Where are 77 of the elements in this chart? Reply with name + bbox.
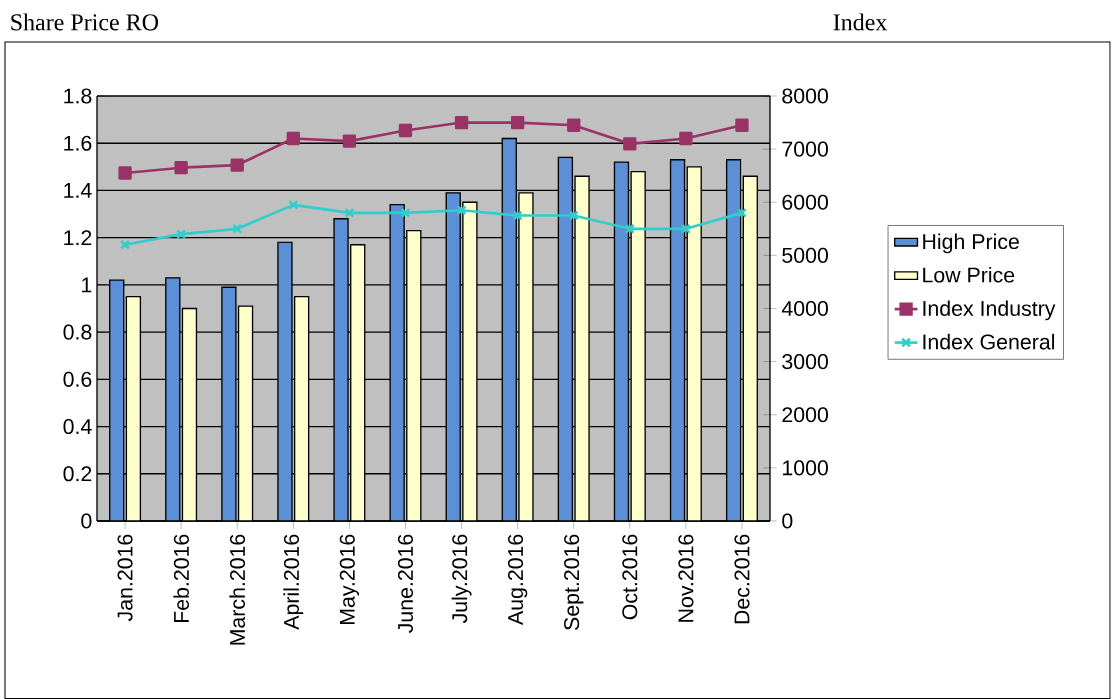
legend-label: Index Industry xyxy=(923,300,1056,321)
bar xyxy=(686,166,702,521)
bar xyxy=(613,161,630,521)
bar xyxy=(109,279,125,521)
legend-label: High Price xyxy=(923,233,1019,254)
point xyxy=(680,223,691,234)
x-tick-label: Oct.2016 xyxy=(622,534,638,620)
y2-axis-title: Index xyxy=(833,13,888,31)
point xyxy=(344,207,355,218)
point xyxy=(176,229,187,240)
y-tick-label: 1.6 xyxy=(64,135,92,151)
y-tick-label: 1 xyxy=(82,277,92,293)
x-tick-label: Aug.2016 xyxy=(507,534,528,625)
point xyxy=(398,123,413,138)
point xyxy=(623,137,637,151)
bar xyxy=(125,296,142,521)
bar xyxy=(350,244,366,521)
x-tick-label: Jan.2016 xyxy=(117,534,133,622)
y2-tick-label: 2000 xyxy=(782,407,828,423)
x-tick-label: Feb.2016 xyxy=(173,534,189,623)
legend-label: Low Price xyxy=(923,266,1015,283)
point xyxy=(230,158,244,172)
point xyxy=(456,205,467,216)
bar xyxy=(725,159,742,521)
y-tick-label: 0.2 xyxy=(63,466,92,482)
y-tick-label: 1.4 xyxy=(64,183,92,198)
y-tick-label: 1.8 xyxy=(64,88,92,104)
y2-tick-label: 8000 xyxy=(782,88,828,104)
point xyxy=(342,134,357,148)
y2-tick-label: 7000 xyxy=(782,141,828,157)
y2-tick-label: 4000 xyxy=(781,300,828,317)
y2-tick-label: 1000 xyxy=(783,460,828,476)
point xyxy=(232,223,243,234)
y-tick-label: 1.2 xyxy=(64,230,92,246)
point xyxy=(679,131,693,146)
y-axis-title: Share Price RO xyxy=(11,13,159,31)
point xyxy=(510,115,525,130)
y-tick-label: 0.4 xyxy=(63,419,92,435)
x-tick-label: April.2016 xyxy=(283,534,304,630)
bar xyxy=(165,277,181,521)
bar xyxy=(237,305,254,521)
bar xyxy=(501,137,517,521)
x-tick-label: July.2016 xyxy=(451,534,472,624)
point xyxy=(174,161,188,175)
bar xyxy=(181,307,198,521)
bar xyxy=(293,296,310,521)
point xyxy=(119,239,131,250)
legend-label: Index General xyxy=(923,333,1055,350)
point xyxy=(118,166,132,180)
point xyxy=(512,210,523,221)
bar xyxy=(669,159,686,521)
point xyxy=(288,199,299,211)
point xyxy=(735,118,749,132)
point xyxy=(568,210,579,221)
bar xyxy=(445,192,461,521)
y2-tick-label: 5000 xyxy=(782,247,828,263)
point xyxy=(736,207,748,218)
bar xyxy=(406,229,422,521)
point xyxy=(454,115,469,130)
y2-tick-label: 6000 xyxy=(782,194,828,210)
y-tick-label: 0.6 xyxy=(63,371,92,387)
x-tick-label: Sept.2016 xyxy=(564,534,584,631)
x-tick-label: March.2016 xyxy=(229,534,246,645)
x-tick-label: June.2016 xyxy=(397,534,414,634)
point xyxy=(624,223,635,234)
point xyxy=(400,207,411,218)
x-tick-label: Nov.2016 xyxy=(678,534,694,622)
point xyxy=(286,131,300,146)
x-tick-label: May.2016 xyxy=(339,534,360,625)
bar xyxy=(557,156,574,521)
y2-tick-label: 3000 xyxy=(782,354,828,370)
bar xyxy=(742,175,758,521)
point xyxy=(567,118,581,132)
y2-tick-label: 0 xyxy=(782,513,793,529)
y-tick-label: 0.8 xyxy=(63,324,92,340)
y-tick-label: 0 xyxy=(81,513,92,529)
x-tick-label: Dec.2016 xyxy=(734,534,750,624)
